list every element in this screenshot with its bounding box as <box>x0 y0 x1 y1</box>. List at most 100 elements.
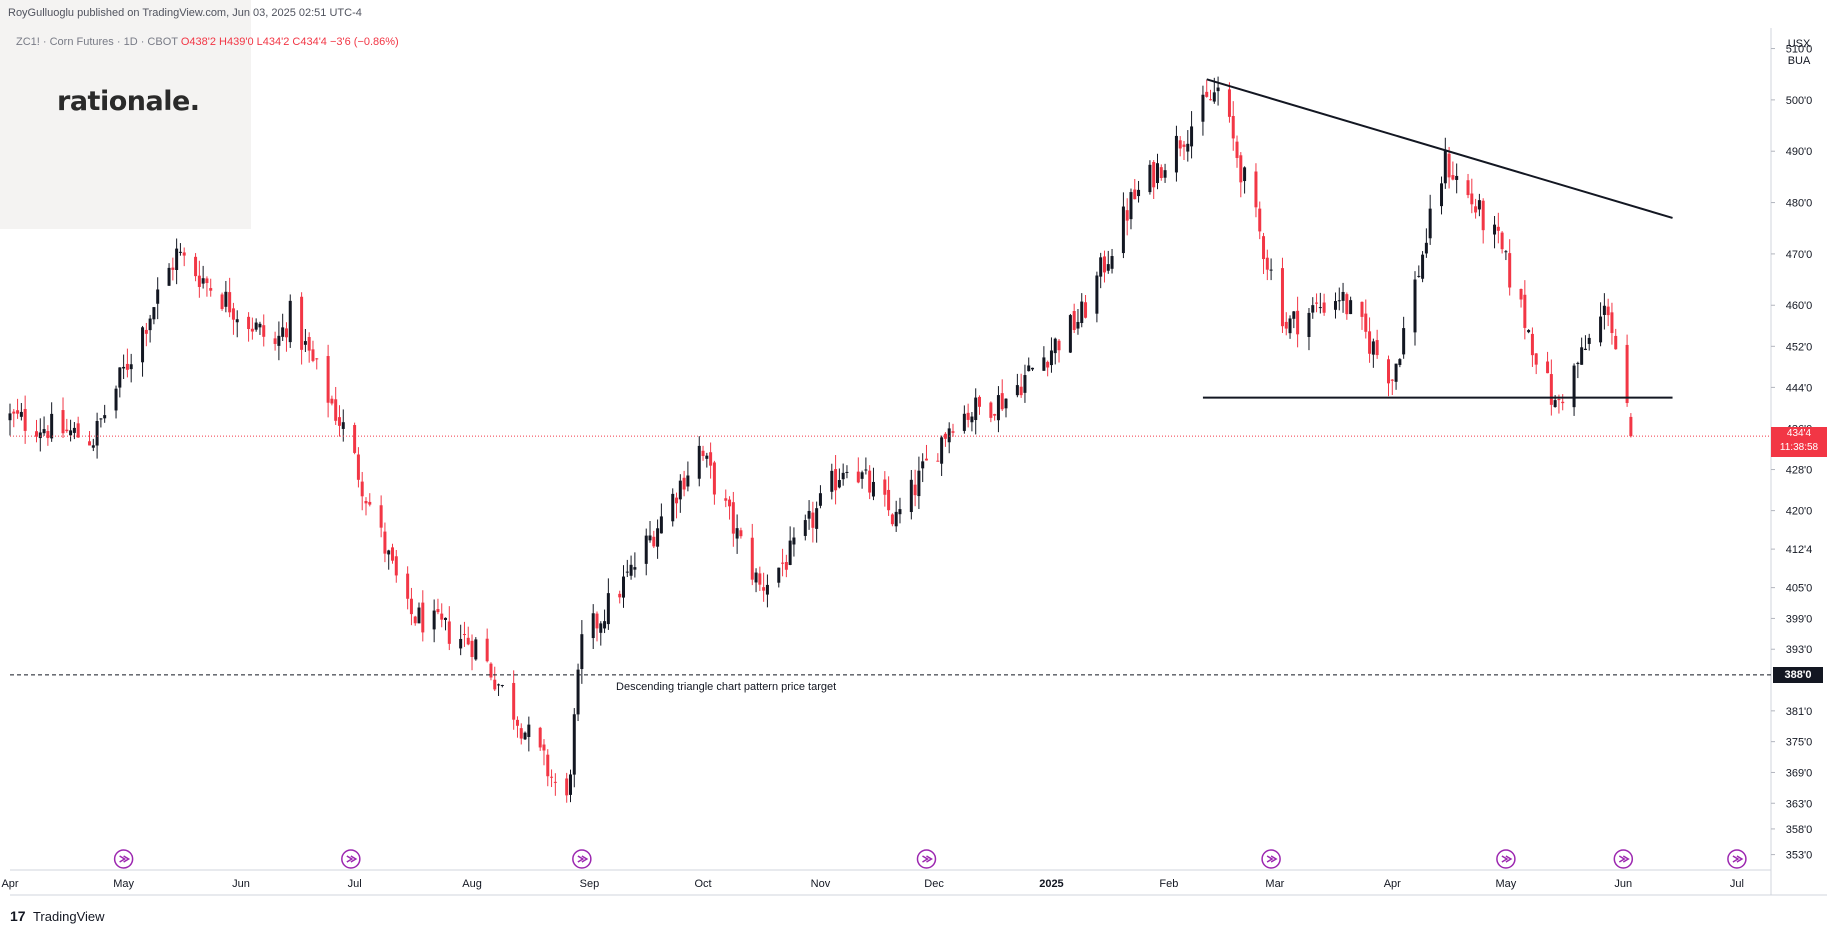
candle-body <box>12 411 16 414</box>
candle-body <box>330 398 334 404</box>
candle-body <box>1243 167 1247 182</box>
candle <box>519 723 523 745</box>
candle-body <box>803 520 807 536</box>
candle <box>444 617 448 631</box>
candle-body <box>682 477 686 490</box>
candle <box>1333 292 1337 319</box>
candle-body <box>125 363 129 370</box>
candle-body <box>1280 268 1284 327</box>
candle <box>656 519 660 559</box>
candle-body <box>1508 253 1512 288</box>
candle <box>1527 329 1531 334</box>
candle <box>1398 358 1402 368</box>
candle <box>1576 361 1580 379</box>
candle-body <box>970 416 974 423</box>
candle <box>777 567 781 588</box>
candle-body <box>538 727 542 748</box>
candle-body <box>1042 357 1046 371</box>
candle-body <box>845 471 849 473</box>
candle-body <box>353 425 357 453</box>
candle <box>1371 338 1375 368</box>
candle-body <box>656 528 660 547</box>
candle-body <box>644 535 648 564</box>
candle <box>1106 250 1110 274</box>
candle-body <box>762 587 766 591</box>
candle <box>91 438 95 452</box>
candle <box>856 457 860 484</box>
candle-body <box>1546 361 1550 374</box>
candle <box>125 348 129 378</box>
candle-body <box>69 430 73 436</box>
candle <box>50 402 54 442</box>
candle-body <box>671 493 675 522</box>
candle-body <box>966 412 970 420</box>
candle-body <box>974 397 978 420</box>
candle-body <box>724 498 728 501</box>
candle-body <box>1235 141 1239 158</box>
candle <box>379 495 383 538</box>
candle <box>387 549 391 570</box>
candle <box>1023 364 1027 403</box>
candle-body <box>8 413 12 421</box>
candle <box>1466 173 1470 199</box>
candle-body <box>224 291 228 307</box>
candle <box>917 456 921 510</box>
candle <box>1182 141 1186 160</box>
candle-body <box>61 410 65 434</box>
x-tick-label: 2025 <box>1039 878 1063 890</box>
x-tick-label: Apr <box>1384 878 1401 890</box>
candle-body <box>712 462 716 495</box>
candle-body <box>860 472 864 479</box>
candle-body <box>1015 385 1019 396</box>
candle-body <box>262 325 266 337</box>
candle <box>8 403 12 436</box>
candle-body <box>1625 344 1629 404</box>
candle <box>1349 296 1353 315</box>
candle-body <box>943 433 947 439</box>
candle <box>1500 231 1504 254</box>
candle <box>493 666 497 692</box>
candle <box>735 514 739 554</box>
candle <box>1284 312 1288 336</box>
candle-body <box>500 685 504 687</box>
footer-brand-text: TradingView <box>32 909 105 924</box>
candle <box>466 626 470 646</box>
candle-body <box>35 431 39 437</box>
candle-body <box>788 540 792 565</box>
candle-body <box>1368 331 1372 354</box>
candle-body <box>815 508 819 529</box>
candle-body <box>962 413 966 431</box>
candle <box>1337 287 1341 311</box>
candle <box>1629 413 1633 438</box>
candle <box>118 367 122 398</box>
candle-body <box>894 511 898 527</box>
candle-body <box>413 616 417 624</box>
candle-body <box>542 744 546 751</box>
candle-body <box>996 395 1000 421</box>
candle-body <box>565 778 569 796</box>
candle <box>360 471 364 511</box>
candle <box>224 280 228 313</box>
candle-body <box>898 509 902 515</box>
candle <box>19 403 23 421</box>
candle <box>99 418 103 428</box>
candle <box>459 624 463 656</box>
y-tick-label: 470'0 <box>1786 249 1813 261</box>
candle <box>1095 271 1099 323</box>
candle-body <box>1413 279 1417 333</box>
current-price-value: 434'4 <box>1786 428 1812 440</box>
candle <box>209 278 213 297</box>
y-tick-label: 405'0 <box>1786 583 1813 595</box>
candle <box>300 292 304 365</box>
candle-body <box>550 776 554 778</box>
candle <box>148 314 152 343</box>
footer-brand[interactable]: 17 TradingView <box>10 908 105 924</box>
candle <box>1265 249 1269 281</box>
currency-unit-label[interactable]: USX BUA <box>1781 36 1817 70</box>
candle-body <box>1387 359 1391 384</box>
candle <box>1387 355 1391 397</box>
event-markers <box>113 849 1747 869</box>
descending-resistance-trendline <box>1206 78 1673 219</box>
candle <box>364 497 368 516</box>
